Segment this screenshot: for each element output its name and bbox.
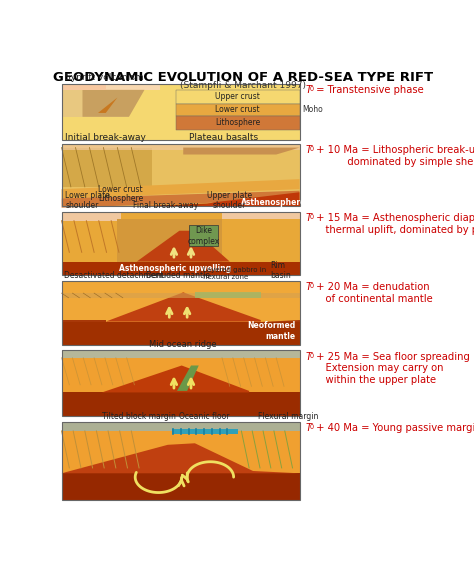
Polygon shape [62, 84, 300, 140]
Text: Layered gabbro in
flexural zone: Layered gabbro in flexural zone [202, 267, 266, 280]
Text: 0: 0 [310, 214, 314, 220]
Polygon shape [175, 90, 300, 104]
Polygon shape [98, 97, 118, 113]
Polygon shape [62, 293, 300, 298]
Text: Plateau basalts: Plateau basalts [190, 133, 259, 142]
Text: Initial break-away: Initial break-away [65, 133, 146, 142]
Text: Asthenosphere: Asthenosphere [241, 198, 307, 207]
Text: + 15 Ma = Asthenospheric diapir and
    thermal uplift, dominated by pure shear: + 15 Ma = Asthenospheric diapir and ther… [313, 213, 474, 234]
Text: T: T [306, 85, 312, 95]
Polygon shape [222, 212, 300, 219]
Polygon shape [175, 116, 300, 130]
Text: Rim
basin: Rim basin [270, 261, 291, 280]
Text: 0: 0 [310, 86, 314, 92]
Polygon shape [62, 393, 300, 415]
Text: Synrift volcanism: Synrift volcanism [65, 73, 144, 82]
Text: Asthenospheric upwelling: Asthenospheric upwelling [119, 264, 232, 273]
Polygon shape [62, 443, 300, 473]
Text: Mid ocean ridge: Mid ocean ridge [149, 340, 217, 349]
Polygon shape [62, 350, 300, 358]
Text: = Transtensive phase: = Transtensive phase [313, 85, 423, 95]
Polygon shape [82, 90, 145, 117]
Text: T: T [306, 282, 312, 292]
Polygon shape [261, 320, 300, 321]
Polygon shape [62, 212, 300, 275]
Polygon shape [62, 147, 152, 187]
Polygon shape [62, 144, 300, 206]
Polygon shape [106, 292, 261, 321]
Polygon shape [62, 320, 106, 321]
Polygon shape [175, 104, 300, 116]
Text: T: T [306, 213, 312, 223]
Text: + 25 Ma = Sea floor spreading
    Extension may carry on
    within the upper pl: + 25 Ma = Sea floor spreading Extension … [313, 352, 470, 385]
Polygon shape [62, 281, 300, 345]
Text: Lower plate
shoulder: Lower plate shoulder [65, 191, 110, 210]
Polygon shape [172, 430, 237, 434]
Polygon shape [62, 84, 106, 90]
Text: Lower crust: Lower crust [98, 185, 143, 193]
Text: Flexural margin: Flexural margin [258, 412, 318, 421]
Polygon shape [137, 200, 300, 206]
Text: + 40 Ma = Young passive margin: + 40 Ma = Young passive margin [313, 423, 474, 433]
Polygon shape [62, 422, 300, 431]
Text: Moho: Moho [302, 105, 323, 114]
Text: Neoformed
mantle: Neoformed mantle [247, 321, 296, 341]
Text: Lithosphere: Lithosphere [98, 194, 143, 203]
Text: 0: 0 [310, 424, 314, 430]
Polygon shape [62, 262, 300, 275]
Text: 0: 0 [310, 146, 314, 152]
Polygon shape [62, 473, 300, 500]
Polygon shape [62, 84, 160, 90]
Polygon shape [62, 321, 300, 345]
Text: GEODYNAMIC EVOLUTION OF A RED-SEA TYPE RIFT: GEODYNAMIC EVOLUTION OF A RED-SEA TYPE R… [53, 71, 433, 84]
Polygon shape [183, 147, 300, 155]
Polygon shape [62, 350, 300, 415]
Text: Lithosphere: Lithosphere [215, 118, 260, 127]
Text: T: T [306, 145, 312, 155]
Text: 0: 0 [310, 283, 314, 290]
Polygon shape [177, 365, 199, 391]
Polygon shape [137, 231, 230, 262]
Text: Lower crust: Lower crust [215, 105, 260, 114]
Text: Denuded mantle: Denuded mantle [146, 271, 210, 280]
Polygon shape [62, 212, 121, 221]
Polygon shape [62, 179, 300, 199]
Text: Dike
complex: Dike complex [187, 226, 219, 246]
Text: + 10 Ma = Lithospheric break-up
           dominated by simple shear: + 10 Ma = Lithospheric break-up dominate… [313, 145, 474, 167]
Text: T: T [306, 423, 312, 433]
Text: + 20 Ma = denudation
    of continental mantle: + 20 Ma = denudation of continental mant… [313, 282, 432, 304]
Polygon shape [199, 192, 300, 206]
Text: (Stampfli & Marchant 1997): (Stampfli & Marchant 1997) [180, 81, 306, 89]
Polygon shape [195, 291, 261, 298]
Polygon shape [118, 219, 222, 264]
Text: 0: 0 [310, 353, 314, 359]
Text: Upper crust: Upper crust [215, 92, 260, 101]
Polygon shape [62, 90, 129, 117]
Text: Oceanic floor: Oceanic floor [179, 412, 229, 421]
Polygon shape [102, 365, 249, 393]
Text: T: T [306, 352, 312, 362]
Polygon shape [190, 225, 218, 246]
Polygon shape [62, 422, 300, 500]
Text: Tilted block margin: Tilted block margin [102, 412, 176, 421]
Polygon shape [62, 191, 300, 208]
Text: Final break-away: Final break-away [133, 201, 198, 210]
Text: Upper plate
shoulder: Upper plate shoulder [207, 191, 252, 210]
Text: Desactivated detachment: Desactivated detachment [64, 271, 163, 280]
Polygon shape [62, 144, 300, 150]
